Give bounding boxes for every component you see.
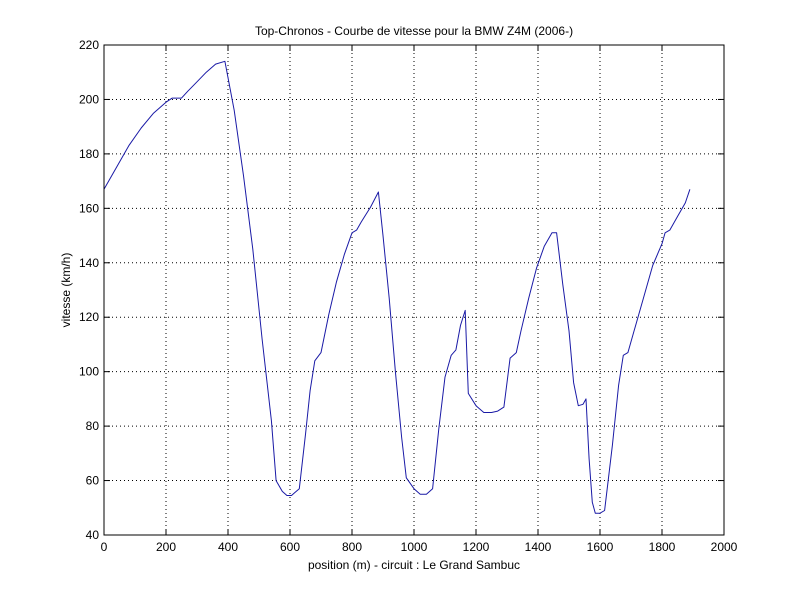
x-tick-label: 800 (342, 540, 362, 554)
y-tick-label: 40 (86, 528, 100, 542)
x-tick-label: 1000 (401, 540, 428, 554)
y-tick-label: 140 (79, 256, 99, 270)
y-tick-labels: 40 60 80 100 120 140 160 180 200 220 (79, 38, 99, 542)
y-tick-label: 80 (86, 419, 100, 433)
axis-ticks (103, 44, 725, 536)
y-tick-label: 120 (79, 310, 99, 324)
y-tick-label: 180 (79, 147, 99, 161)
y-tick-label: 100 (79, 365, 99, 379)
x-axis-label: position (m) - circuit : Le Grand Sambuc (308, 558, 520, 572)
x-tick-label: 1400 (525, 540, 552, 554)
series-line (103, 60, 691, 514)
chart-title: Top-Chronos - Courbe de vitesse pour la … (255, 24, 573, 38)
x-tick-label: 400 (218, 540, 238, 554)
x-tick-label: 1200 (463, 540, 490, 554)
x-tick-label: 1600 (587, 540, 614, 554)
x-tick-label: 2000 (711, 540, 738, 554)
x-tick-label: 200 (156, 540, 176, 554)
x-tick-label: 1800 (649, 540, 676, 554)
y-tick-label: 60 (86, 474, 100, 488)
y-tick-label: 160 (79, 201, 99, 215)
x-tick-labels: 0 200 400 600 800 1000 1200 1400 1600 1800 2000 (101, 540, 738, 554)
x-tick-label: 600 (280, 540, 300, 554)
y-tick-label: 220 (79, 38, 99, 52)
y-axis-label: vitesse (km/h) (59, 253, 73, 328)
x-tick-label: 0 (101, 540, 108, 554)
y-tick-label: 200 (79, 92, 99, 106)
